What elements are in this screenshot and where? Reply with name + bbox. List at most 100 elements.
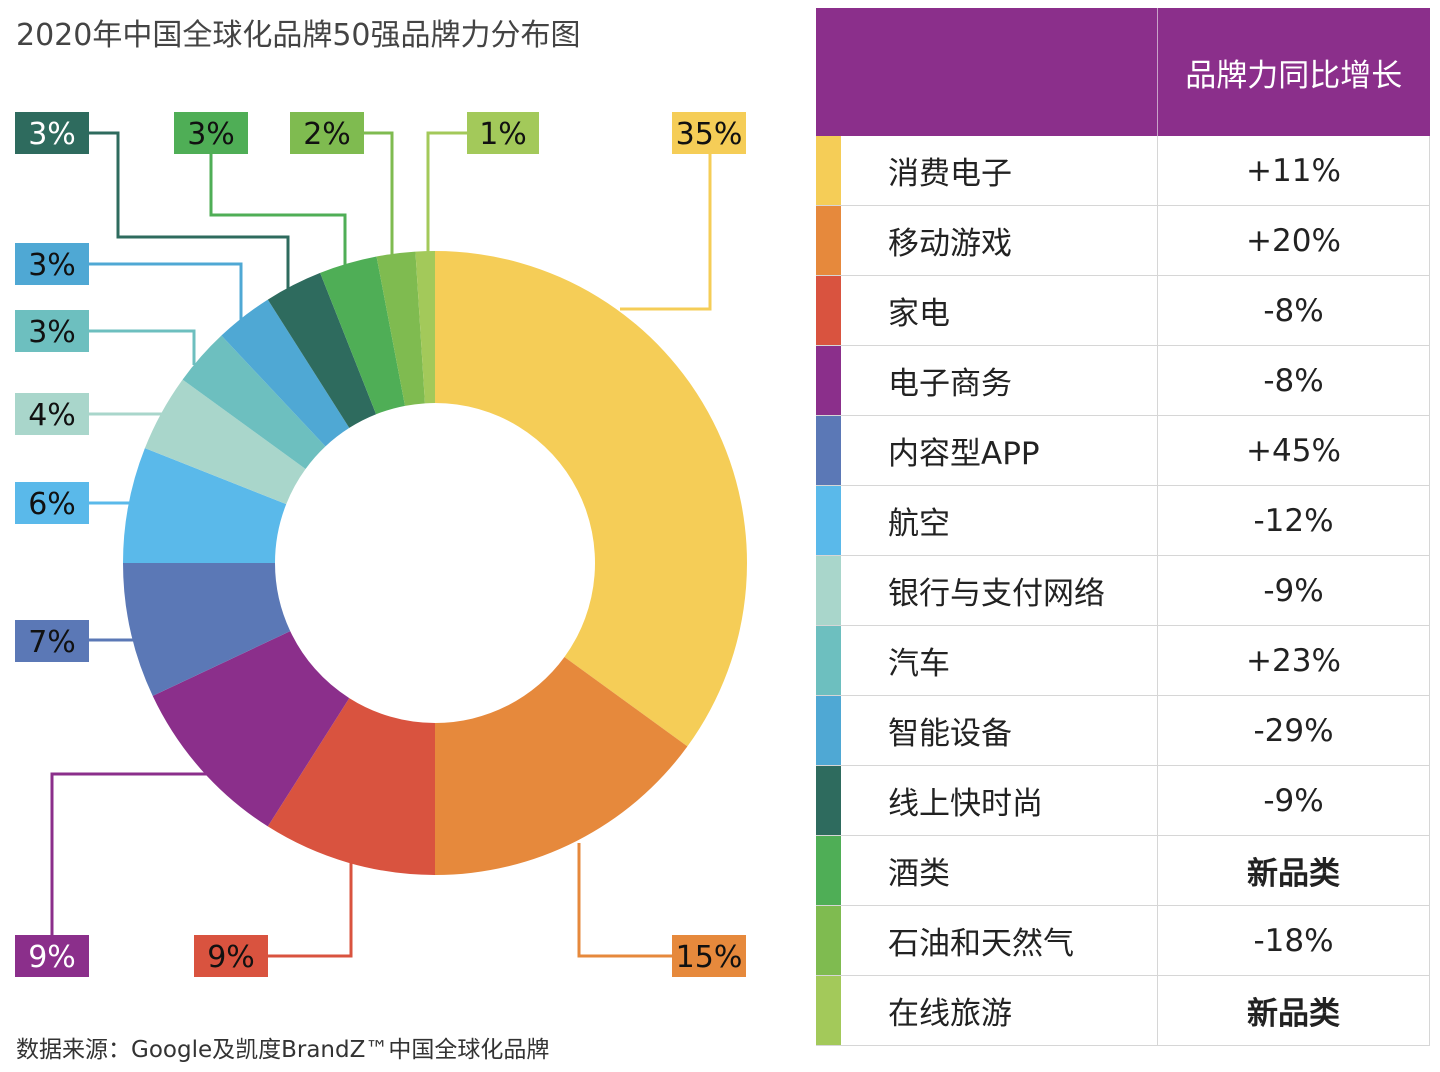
growth-value: +20% <box>1157 205 1430 276</box>
color-swatch <box>816 696 841 765</box>
growth-value: -29% <box>1157 695 1430 766</box>
donut-slice <box>152 631 350 827</box>
data-label: 2% <box>303 117 351 152</box>
category-cell: 家电 <box>816 275 1158 346</box>
growth-value: +23% <box>1157 625 1430 696</box>
category-name: 在线旅游 <box>888 996 1012 1032</box>
color-swatch <box>816 976 841 1045</box>
data-label: 35% <box>676 117 743 152</box>
category-cell: 汽车 <box>816 625 1158 696</box>
data-label: 6% <box>28 487 76 522</box>
leader-line <box>209 154 347 266</box>
donut-chart: 35% 15% 9% 9% 7% 6% 4% 3% 3% 3% 3% 2% 1% <box>15 112 747 977</box>
leader-line <box>268 863 353 958</box>
growth-value: 新品类 <box>1157 975 1430 1046</box>
category-name: 内容型APP <box>888 436 1040 472</box>
category-name: 消费电子 <box>888 156 1012 192</box>
category-cell: 内容型APP <box>816 415 1158 486</box>
donut-slice <box>267 698 435 875</box>
color-swatch <box>816 276 841 345</box>
color-swatch <box>816 906 841 975</box>
category-name: 电子商务 <box>888 366 1012 402</box>
table-row: 银行与支付网络 -9% <box>816 555 1430 626</box>
data-label-box <box>15 112 89 154</box>
donut-segments <box>123 251 747 875</box>
table-row: 线上快时尚 -9% <box>816 765 1430 836</box>
donut-slice <box>221 299 350 447</box>
donut-slice <box>376 251 425 406</box>
leader-line <box>577 843 672 958</box>
color-swatch <box>816 766 841 835</box>
table-row: 石油和天然气 -18% <box>816 905 1430 976</box>
donut-slice <box>435 657 688 875</box>
data-label-box <box>467 112 539 154</box>
table-row: 智能设备 -29% <box>816 695 1430 766</box>
growth-value: -8% <box>1157 275 1430 346</box>
table-header-row: 品牌力同比增长 <box>816 8 1430 136</box>
table-row: 酒类 新品类 <box>816 835 1430 906</box>
category-name: 家电 <box>888 296 950 332</box>
data-label-box <box>672 112 746 154</box>
color-swatch <box>816 346 841 415</box>
donut-slice <box>320 256 406 415</box>
data-label: 3% <box>28 117 76 152</box>
color-swatch <box>816 556 841 625</box>
header-category-cell <box>816 8 1158 136</box>
data-label: 9% <box>207 940 255 975</box>
category-cell: 在线旅游 <box>816 975 1158 1046</box>
category-cell: 航空 <box>816 485 1158 556</box>
color-swatch <box>816 626 841 695</box>
category-name: 线上快时尚 <box>888 786 1043 822</box>
data-label-box <box>194 935 268 977</box>
data-label-box <box>15 243 89 285</box>
leader-line <box>89 262 243 320</box>
data-label-box <box>15 620 89 662</box>
donut-slice <box>123 448 287 563</box>
data-label: 3% <box>28 248 76 283</box>
table-row: 移动游戏 +20% <box>816 205 1430 276</box>
data-label-box <box>15 393 89 435</box>
category-name: 航空 <box>888 506 950 542</box>
growth-value: +45% <box>1157 415 1430 486</box>
growth-value: -9% <box>1157 765 1430 836</box>
donut-slice <box>144 379 306 505</box>
data-label: 1% <box>479 117 527 152</box>
growth-value: -8% <box>1157 345 1430 416</box>
data-label-box <box>15 935 89 977</box>
donut-slice <box>123 563 291 696</box>
category-name: 汽车 <box>888 646 950 682</box>
data-label-box <box>672 935 746 977</box>
color-swatch <box>816 836 841 905</box>
category-name: 石油和天然气 <box>888 926 1074 962</box>
category-name: 银行与支付网络 <box>888 576 1105 612</box>
color-swatch <box>816 486 841 555</box>
data-label: 9% <box>28 940 76 975</box>
data-label: 7% <box>28 625 76 660</box>
leader-line <box>50 772 210 977</box>
growth-value: -18% <box>1157 905 1430 976</box>
data-label: 3% <box>187 117 235 152</box>
category-cell: 银行与支付网络 <box>816 555 1158 626</box>
table-row: 在线旅游 新品类 <box>816 975 1430 1046</box>
donut-slice <box>182 335 326 469</box>
chart-title: 2020年中国全球化品牌50强品牌力分布图 <box>16 18 581 53</box>
table-row: 航空 -12% <box>816 485 1430 556</box>
table-row: 内容型APP +45% <box>816 415 1430 486</box>
color-swatch <box>816 206 841 275</box>
color-swatch <box>816 136 841 205</box>
data-label: 15% <box>676 940 743 975</box>
leader-line <box>426 131 467 254</box>
data-label-box <box>15 482 89 524</box>
color-swatch <box>816 416 841 485</box>
category-cell: 线上快时尚 <box>816 765 1158 836</box>
category-cell: 电子商务 <box>816 345 1158 416</box>
brand-growth-table: 品牌力同比增长 消费电子 +11% 移动游戏 +20% 家电 -8% 电子商务 -8% 内容型A… <box>816 8 1430 1046</box>
data-label-box <box>174 112 248 154</box>
data-label: 4% <box>28 398 76 433</box>
growth-value: +11% <box>1157 136 1430 206</box>
data-label-box <box>290 112 364 154</box>
table-row: 消费电子 +11% <box>816 136 1430 206</box>
data-label-box <box>15 310 89 352</box>
donut-slice <box>415 251 435 404</box>
table-row: 家电 -8% <box>816 275 1430 346</box>
